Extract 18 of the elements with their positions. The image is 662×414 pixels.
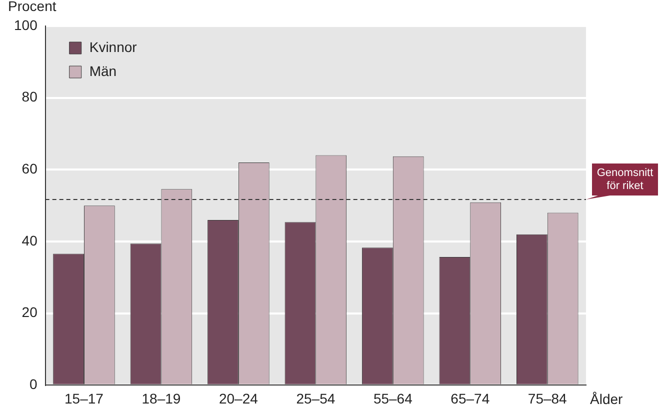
x-tick-label: 25–54 <box>296 390 336 406</box>
x-tick-label: 18–19 <box>142 390 181 406</box>
x-tick-label: 20–24 <box>218 390 258 406</box>
ref-line-label: Genomsnitt för riket <box>596 167 654 192</box>
y-tick-label: 40 <box>22 232 38 248</box>
x-tick-label: 15–17 <box>64 390 104 406</box>
y-tick-label: 20 <box>22 304 38 320</box>
legend-label: Män <box>89 62 117 79</box>
y-tick-label: 80 <box>22 88 38 105</box>
x-tick-label: 55–64 <box>373 390 413 406</box>
legend-label: Kvinnor <box>89 38 138 55</box>
y-axis-title: Procent <box>8 0 56 14</box>
x-axis-title: Ålder <box>590 391 624 408</box>
y-tick-label: 100 <box>14 16 38 33</box>
y-tick-label: 0 <box>30 376 38 392</box>
x-tick-label: 65–74 <box>450 390 490 406</box>
y-tick-label: 60 <box>22 160 38 177</box>
x-tick-label: 75–84 <box>528 390 568 406</box>
